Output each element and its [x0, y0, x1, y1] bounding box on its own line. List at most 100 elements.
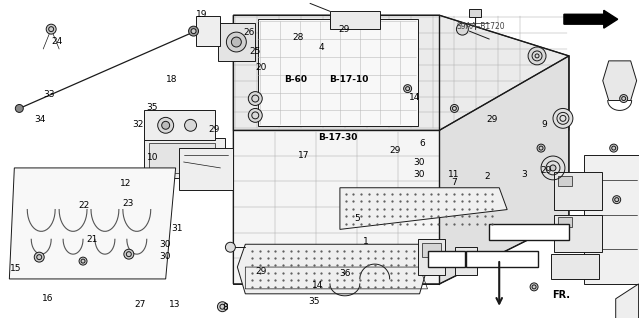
- Text: 9: 9: [541, 120, 547, 129]
- Circle shape: [157, 117, 173, 133]
- Text: 30: 30: [159, 241, 171, 249]
- Circle shape: [189, 26, 198, 36]
- Bar: [489, 225, 569, 240]
- Polygon shape: [218, 23, 255, 61]
- Text: 11: 11: [448, 170, 460, 179]
- Polygon shape: [196, 16, 220, 46]
- Bar: [456, 247, 477, 275]
- Text: 14: 14: [408, 93, 420, 102]
- Bar: [467, 251, 538, 267]
- Text: 1: 1: [363, 237, 369, 246]
- Polygon shape: [148, 143, 216, 173]
- Text: 24: 24: [52, 37, 63, 46]
- Text: B-17-30: B-17-30: [318, 133, 358, 143]
- Text: 29: 29: [390, 146, 401, 155]
- Bar: [558, 176, 572, 186]
- Text: 13: 13: [169, 300, 180, 308]
- Circle shape: [528, 47, 546, 65]
- Circle shape: [162, 121, 170, 129]
- Bar: [259, 19, 417, 126]
- Text: 2: 2: [484, 172, 490, 182]
- Polygon shape: [144, 110, 216, 140]
- Bar: [422, 243, 442, 257]
- Text: 29: 29: [256, 267, 267, 276]
- Polygon shape: [340, 188, 507, 229]
- Text: 6: 6: [419, 138, 425, 148]
- Circle shape: [15, 105, 23, 112]
- Text: 36: 36: [340, 270, 351, 278]
- Polygon shape: [237, 244, 428, 294]
- Text: 25: 25: [250, 47, 260, 56]
- Polygon shape: [234, 15, 569, 130]
- Text: 23: 23: [122, 199, 133, 208]
- Circle shape: [35, 252, 44, 262]
- Text: 19: 19: [196, 10, 208, 19]
- Circle shape: [218, 302, 227, 312]
- Text: 29: 29: [541, 166, 552, 175]
- Circle shape: [46, 24, 56, 34]
- Circle shape: [537, 144, 545, 152]
- FancyArrow shape: [564, 10, 618, 28]
- Polygon shape: [440, 56, 569, 284]
- Circle shape: [225, 242, 236, 252]
- Bar: [554, 172, 602, 210]
- Text: B-17-10: B-17-10: [329, 75, 369, 84]
- Bar: [554, 214, 602, 252]
- Circle shape: [610, 144, 618, 152]
- Text: 33: 33: [44, 90, 55, 99]
- Circle shape: [404, 85, 412, 93]
- Text: 28: 28: [292, 33, 303, 42]
- Bar: [469, 9, 481, 17]
- Text: 18: 18: [166, 75, 178, 84]
- Text: 12: 12: [120, 179, 131, 188]
- Bar: [417, 239, 445, 275]
- Polygon shape: [584, 155, 639, 284]
- Circle shape: [248, 108, 262, 122]
- Polygon shape: [179, 148, 234, 190]
- Circle shape: [612, 196, 621, 204]
- Text: 15: 15: [10, 264, 21, 273]
- Circle shape: [227, 32, 246, 52]
- Text: 30: 30: [413, 158, 424, 167]
- Polygon shape: [551, 254, 599, 279]
- Text: 30: 30: [413, 170, 424, 179]
- Text: 14: 14: [312, 281, 323, 291]
- Bar: [558, 218, 572, 227]
- Text: 22: 22: [79, 201, 90, 210]
- Text: 30: 30: [159, 252, 171, 261]
- Text: 26: 26: [243, 28, 254, 37]
- Circle shape: [530, 283, 538, 291]
- Text: 27: 27: [134, 300, 146, 308]
- Text: 21: 21: [87, 235, 98, 244]
- Text: 35: 35: [147, 103, 158, 112]
- Polygon shape: [234, 130, 440, 284]
- Circle shape: [553, 108, 573, 128]
- Text: 17: 17: [298, 151, 310, 160]
- Text: 29: 29: [339, 25, 350, 34]
- Circle shape: [124, 249, 134, 259]
- Circle shape: [456, 23, 468, 35]
- Text: 31: 31: [171, 224, 182, 233]
- Circle shape: [184, 119, 196, 131]
- Circle shape: [79, 257, 87, 265]
- Text: 8: 8: [223, 303, 228, 312]
- Text: 20: 20: [256, 63, 267, 72]
- Polygon shape: [604, 284, 639, 319]
- Text: 29: 29: [486, 115, 498, 124]
- Text: B-60: B-60: [284, 75, 307, 84]
- Circle shape: [620, 94, 628, 102]
- Text: 3: 3: [521, 170, 527, 179]
- Text: FR.: FR.: [552, 291, 570, 300]
- Polygon shape: [603, 61, 637, 100]
- Text: 32: 32: [132, 120, 144, 129]
- Text: S9AA–B1720: S9AA–B1720: [456, 22, 505, 31]
- Text: 34: 34: [34, 115, 45, 123]
- Text: 7: 7: [451, 178, 457, 187]
- Bar: [428, 251, 465, 267]
- Text: 35: 35: [308, 297, 319, 306]
- Polygon shape: [330, 11, 380, 29]
- Circle shape: [191, 29, 196, 33]
- Polygon shape: [10, 168, 175, 279]
- Text: 10: 10: [147, 153, 158, 162]
- Text: 29: 29: [208, 125, 220, 134]
